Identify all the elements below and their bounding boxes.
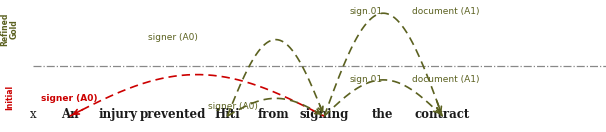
Text: sign.01: sign.01	[350, 7, 383, 16]
Text: prevented: prevented	[139, 109, 206, 121]
Text: signer (A0): signer (A0)	[41, 94, 98, 103]
Text: Refined: Refined	[1, 12, 9, 46]
Text: the: the	[372, 109, 394, 121]
Text: x: x	[30, 109, 36, 121]
Text: Hiti: Hiti	[215, 109, 240, 121]
Text: signing: signing	[299, 109, 349, 121]
Text: signer (A0): signer (A0)	[208, 102, 258, 111]
Text: document (A1): document (A1)	[412, 7, 479, 16]
Text: An: An	[61, 109, 79, 121]
Text: injury: injury	[99, 109, 138, 121]
Text: from: from	[258, 109, 290, 121]
Text: Initial: Initial	[5, 85, 14, 110]
Text: contract: contract	[415, 109, 470, 121]
Text: Gold: Gold	[10, 19, 19, 39]
Text: signer (A0): signer (A0)	[148, 33, 198, 42]
Text: sign.01: sign.01	[350, 75, 383, 84]
Text: document (A1): document (A1)	[412, 75, 479, 84]
